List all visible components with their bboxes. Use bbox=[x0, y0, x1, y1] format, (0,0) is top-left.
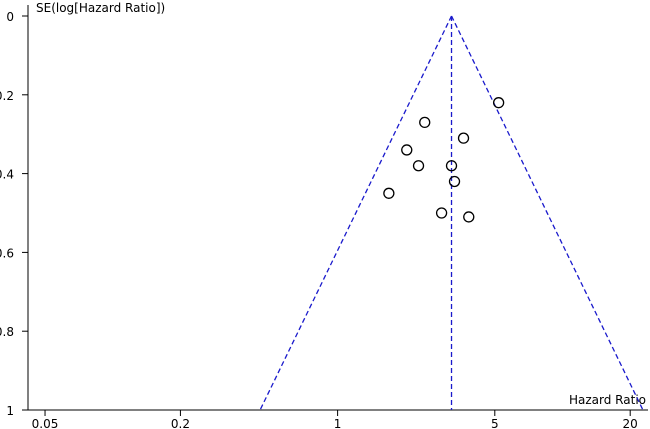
x-tick-label: 0.05 bbox=[32, 417, 59, 429]
x-tick-label: 0.2 bbox=[171, 417, 190, 429]
x-axis-label: Hazard Ratio bbox=[569, 393, 646, 407]
y-tick-label: 0.6 bbox=[0, 246, 14, 260]
study-point bbox=[448, 175, 461, 188]
study-point bbox=[419, 116, 431, 129]
x-tick-label: 5 bbox=[491, 417, 499, 429]
y-tick-label: 0.2 bbox=[0, 89, 14, 103]
funnel-line bbox=[259, 15, 453, 411]
y-tick-label: 0 bbox=[6, 10, 14, 24]
y-tick-label: 0.8 bbox=[0, 325, 14, 339]
study-point bbox=[457, 132, 470, 144]
y-tick-label: 0.4 bbox=[0, 168, 14, 182]
y-axis-label: SE(log[Hazard Ratio]) bbox=[36, 1, 165, 15]
x-tick-label: 1 bbox=[334, 417, 342, 429]
study-point bbox=[445, 160, 458, 172]
study-point bbox=[463, 211, 475, 223]
study-point bbox=[401, 144, 413, 156]
study-point bbox=[412, 160, 425, 172]
funnel-line bbox=[450, 15, 644, 411]
study-point bbox=[435, 207, 448, 219]
study-point bbox=[492, 97, 505, 109]
y-tick-label: 1 bbox=[6, 404, 14, 418]
study-point bbox=[383, 187, 395, 199]
x-tick-label: 20 bbox=[623, 417, 638, 429]
